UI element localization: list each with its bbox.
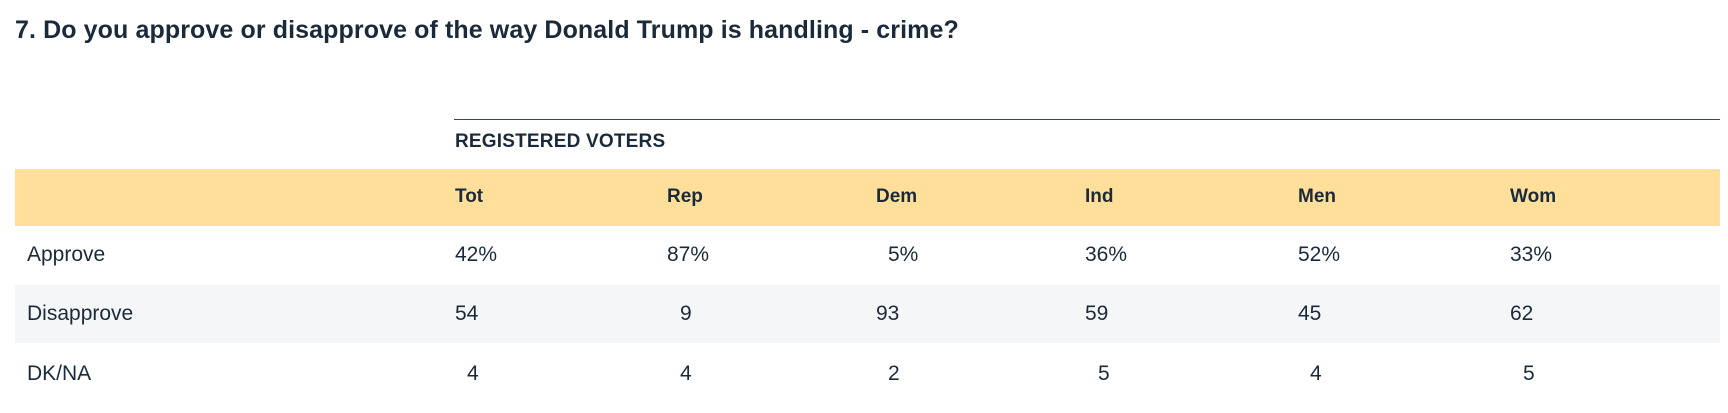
col-head-tot: Tot (455, 186, 484, 207)
cell-approve-wom: 33% (1510, 243, 1553, 266)
row-label-approve: Approve (27, 243, 106, 266)
cell-disapprove-wom: 62 (1510, 302, 1534, 325)
cell-dkna-men: 4 (1310, 362, 1322, 385)
cell-approve-tot: 42% (455, 243, 498, 266)
row-label-dkna: DK/NA (27, 362, 92, 385)
cell-disapprove-ind: 59 (1085, 302, 1109, 325)
group-rule (454, 119, 1720, 120)
cell-approve-ind: 36% (1085, 243, 1128, 266)
question-title: 7. Do you approve or disapprove of the w… (15, 16, 959, 44)
cell-approve-rep: 87% (667, 243, 710, 266)
cell-approve-men: 52% (1298, 243, 1341, 266)
col-head-men: Men (1298, 186, 1336, 207)
col-head-dem: Dem (876, 186, 918, 207)
row-label-disapprove: Disapprove (27, 302, 134, 325)
cell-dkna-tot: 4 (467, 362, 479, 385)
table-row (15, 226, 1720, 284)
cell-dkna-dem: 2 (888, 362, 900, 385)
table-row (15, 285, 1720, 343)
cell-dkna-wom: 5 (1523, 362, 1535, 385)
cell-disapprove-tot: 54 (455, 302, 479, 325)
header-band (15, 169, 1720, 226)
cell-disapprove-rep: 9 (680, 302, 692, 325)
col-head-ind: Ind (1085, 186, 1114, 207)
table-row (15, 343, 1720, 401)
group-label: REGISTERED VOTERS (455, 131, 666, 152)
cell-disapprove-dem: 93 (876, 302, 900, 325)
cell-dkna-ind: 5 (1098, 362, 1110, 385)
cell-disapprove-men: 45 (1298, 302, 1322, 325)
col-head-wom: Wom (1510, 186, 1557, 207)
cell-dkna-rep: 4 (680, 362, 692, 385)
col-head-rep: Rep (667, 186, 703, 207)
cell-approve-dem: 5% (888, 243, 919, 266)
